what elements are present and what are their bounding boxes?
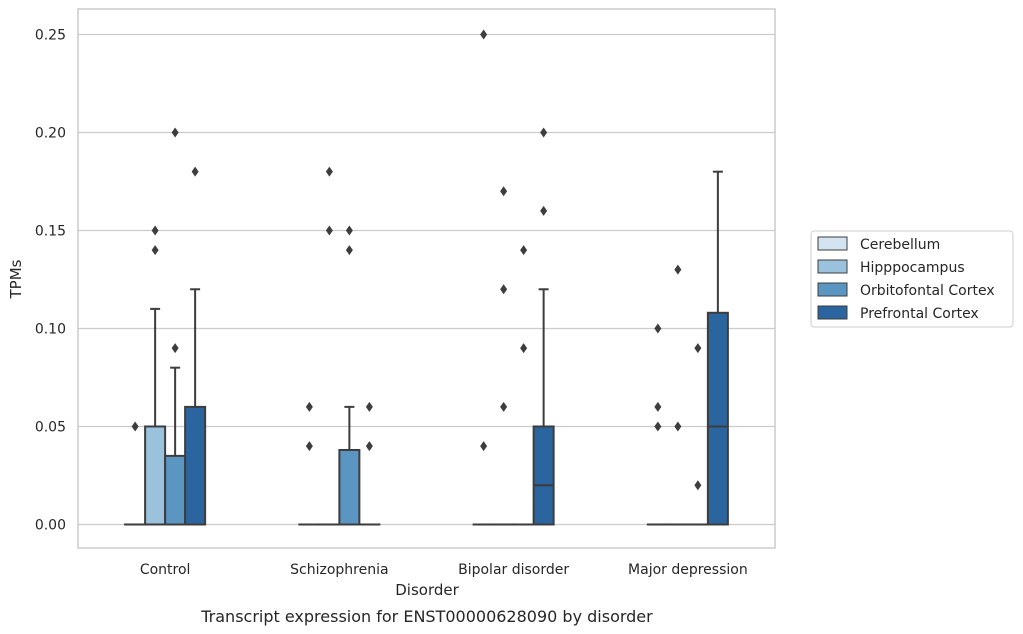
legend-label: Hipppocampus bbox=[860, 260, 965, 276]
outlier-point bbox=[365, 401, 373, 412]
outlier-point bbox=[365, 441, 373, 452]
y-tick-label: 0.00 bbox=[35, 517, 66, 533]
legend-frame bbox=[810, 230, 1014, 328]
y-tick-label: 0.20 bbox=[35, 125, 66, 141]
legend-label: Orbitofontal Cortex bbox=[860, 283, 995, 299]
outlier-point bbox=[345, 225, 353, 236]
box-group bbox=[532, 127, 555, 526]
outlier-point bbox=[540, 127, 548, 138]
box-group bbox=[184, 166, 207, 526]
legend-label: Prefrontal Cortex bbox=[860, 306, 979, 322]
box-group bbox=[144, 225, 167, 526]
outlier-point bbox=[674, 264, 682, 275]
box-group bbox=[686, 343, 709, 526]
x-tick-labels: Control Schizophrenia Bipolar disorder Majo… bbox=[140, 562, 748, 578]
outlier-point bbox=[151, 245, 159, 256]
box-group bbox=[338, 225, 361, 526]
box-group bbox=[472, 29, 495, 526]
outlier-point bbox=[305, 401, 313, 412]
outlier-point bbox=[171, 127, 179, 138]
box-group bbox=[318, 166, 341, 526]
x-tick-label: Schizophrenia bbox=[290, 562, 388, 578]
outlier-point bbox=[540, 205, 548, 216]
box-group bbox=[706, 170, 729, 526]
box bbox=[184, 405, 207, 526]
outlier-point bbox=[171, 343, 179, 354]
box-group bbox=[358, 401, 381, 526]
box bbox=[532, 425, 555, 526]
box-group bbox=[646, 323, 669, 526]
outlier-point bbox=[654, 401, 662, 412]
outlier-point bbox=[500, 401, 508, 412]
outlier-point bbox=[500, 284, 508, 295]
box-group bbox=[298, 401, 321, 526]
outlier-point bbox=[131, 421, 139, 432]
outlier-point bbox=[654, 421, 662, 432]
outlier-point bbox=[151, 225, 159, 236]
box bbox=[706, 311, 729, 526]
legend-swatch bbox=[817, 236, 848, 251]
outlier-point bbox=[520, 245, 528, 256]
x-tick-label: Major depression bbox=[628, 562, 748, 578]
outlier-point bbox=[520, 343, 528, 354]
outlier-point bbox=[480, 441, 488, 452]
y-tick-label: 0.15 bbox=[35, 223, 66, 239]
legend-swatch bbox=[817, 305, 848, 320]
outlier-point bbox=[325, 225, 333, 236]
outlier-point bbox=[654, 323, 662, 334]
box-group bbox=[666, 264, 689, 526]
y-tick-labels: 0.00 0.05 0.10 0.15 0.20 0.25 bbox=[35, 27, 66, 533]
box-group bbox=[512, 245, 535, 526]
outlier-point bbox=[480, 29, 488, 40]
outlier-point bbox=[325, 166, 333, 177]
legend-label: Cerebellum bbox=[860, 237, 940, 253]
x-axis-title: Disorder bbox=[395, 581, 459, 599]
box bbox=[144, 425, 167, 526]
outlier-point bbox=[500, 186, 508, 197]
outlier-point bbox=[674, 421, 682, 432]
outlier-point bbox=[191, 166, 199, 177]
x-tick-label: Control bbox=[140, 562, 191, 578]
y-axis-title: TPMs bbox=[7, 259, 25, 299]
legend: Cerebellum Hipppocampus Orbitofontal Corte… bbox=[810, 230, 1014, 328]
legend-swatch bbox=[817, 259, 848, 274]
y-tick-label: 0.10 bbox=[35, 321, 66, 337]
y-tick-label: 0.05 bbox=[35, 419, 66, 435]
outlier-point bbox=[694, 343, 702, 354]
box bbox=[338, 449, 361, 526]
plot-frame bbox=[77, 8, 776, 549]
y-tick-label: 0.25 bbox=[35, 27, 66, 43]
legend-swatch bbox=[817, 282, 848, 297]
box-group bbox=[124, 421, 147, 526]
x-tick-label: Bipolar disorder bbox=[458, 562, 569, 578]
box-group bbox=[164, 127, 187, 526]
grid-lines bbox=[78, 33, 775, 526]
chart-caption: Transcript expression for ENST0000062809… bbox=[200, 607, 653, 626]
box-group bbox=[492, 186, 515, 526]
outlier-point bbox=[305, 441, 313, 452]
box bbox=[164, 454, 187, 526]
outlier-point bbox=[345, 245, 353, 256]
outlier-point bbox=[694, 480, 702, 491]
box-layer bbox=[124, 29, 729, 526]
